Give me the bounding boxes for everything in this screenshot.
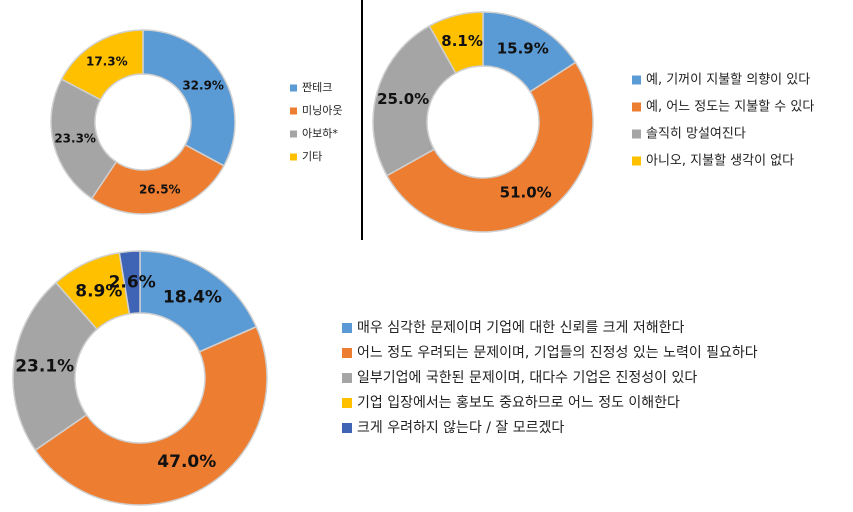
data-label: 2.6%: [109, 272, 156, 292]
legend-label: 크게 우려하지 않는다 / 잘 모르겠다: [357, 420, 564, 436]
legend-swatch: [342, 323, 352, 333]
pie-slice: [385, 61, 594, 233]
legend-label: 일부기업에 국한된 문제이며, 대다수 기업은 진정성이 있다: [357, 370, 697, 386]
legend-label: 어느 정도 우려되는 문제이며, 기업들의 진정성 있는 노력이 필요하다: [357, 345, 758, 361]
legend-swatch: [342, 423, 352, 433]
data-label: 8.1%: [441, 32, 483, 50]
legend-label: 아보하*: [302, 126, 338, 140]
legend-label: 기타: [302, 150, 322, 163]
legend-label: 짠테크: [302, 81, 332, 94]
legend-label: 매우 심각한 문제이며 기업에 대한 신뢰를 크게 저해한다: [357, 320, 685, 336]
pie-slice: [60, 29, 144, 101]
data-label: 8.9%: [75, 281, 122, 301]
legend-swatch: [632, 102, 641, 112]
data-label: 47.0%: [157, 452, 216, 472]
legend-label: 예, 어느 정도는 지불할 수 있다: [646, 100, 814, 115]
legend-swatch: [632, 75, 641, 85]
data-label: 23.3%: [54, 132, 96, 146]
pie-slice: [34, 325, 268, 506]
pie-slice: [142, 29, 236, 167]
legend-swatch: [342, 373, 352, 383]
pie-slice: [428, 11, 484, 75]
legend-swatch: [632, 156, 641, 166]
legend-swatch: [290, 153, 297, 161]
legend-label: 솔직히 망설여진다: [646, 127, 746, 142]
legend-swatch: [290, 84, 297, 92]
data-label: 23.1%: [15, 356, 74, 376]
legend-label: 기업 입장에서는 홍보도 중요하므로 어느 정도 이해한다: [357, 395, 680, 411]
pie-slice: [90, 143, 225, 215]
data-label: 25.0%: [377, 90, 429, 108]
legend-swatch: [632, 129, 641, 139]
pie-slice: [118, 250, 141, 315]
pie-slice: [372, 24, 457, 177]
data-label: 32.9%: [182, 79, 224, 93]
pie-slice: [12, 281, 99, 452]
legend-swatch: [290, 130, 297, 138]
data-label: 17.3%: [86, 55, 128, 69]
legend-swatch: [342, 348, 352, 358]
legend-label: 예, 기꺼이 지불할 의향이 있다: [646, 73, 810, 88]
data-label: 26.5%: [139, 182, 181, 196]
legend-swatch: [342, 398, 352, 408]
legend-swatch: [290, 107, 297, 115]
legend-label: 아니오, 지불할 생각이 없다: [646, 154, 794, 169]
data-label: 15.9%: [497, 40, 549, 58]
data-label: 18.4%: [163, 288, 222, 308]
legend-label: 미닝아웃: [302, 104, 342, 117]
data-label: 51.0%: [500, 184, 552, 202]
